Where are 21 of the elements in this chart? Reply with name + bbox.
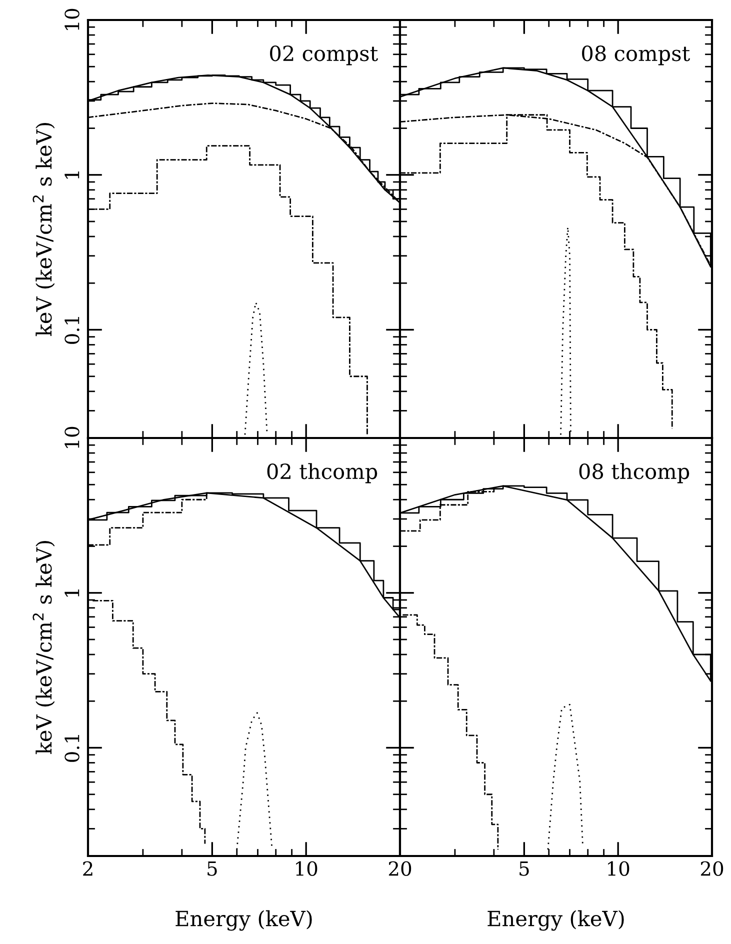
- annotation: 02 thcomp: [267, 463, 378, 484]
- x-tick-label: 5: [208, 861, 217, 876]
- y-tick-label: 0.1: [64, 735, 80, 762]
- y-tick-label: 1: [64, 171, 80, 179]
- annotation: 08 compst: [582, 45, 690, 66]
- y-tick-label: 0.1: [64, 317, 80, 344]
- x-tick-label: 10: [608, 861, 630, 876]
- annotation: 02 compst: [270, 45, 378, 66]
- y-axis-title: keV (keV/cm$^{2}$ s keV): [32, 123, 55, 336]
- y-tick-label: 10: [64, 8, 80, 30]
- y-axis-title: keV (keV/cm$^{2}$ s keV): [32, 541, 55, 754]
- x-tick-label: 2: [83, 861, 92, 876]
- y-tick-label: 10: [64, 426, 80, 448]
- x-axis-title: Energy (keV): [176, 910, 312, 931]
- x-tick-label: 20: [700, 861, 724, 876]
- x-tick-label: 20: [388, 861, 412, 876]
- x-tick-label: 5: [520, 861, 529, 876]
- x-tick-label: 10: [296, 861, 318, 876]
- y-tick-label: 1: [64, 589, 80, 597]
- x-axis-title: Energy (keV): [488, 910, 624, 931]
- annotation: 08 thcomp: [579, 463, 690, 484]
